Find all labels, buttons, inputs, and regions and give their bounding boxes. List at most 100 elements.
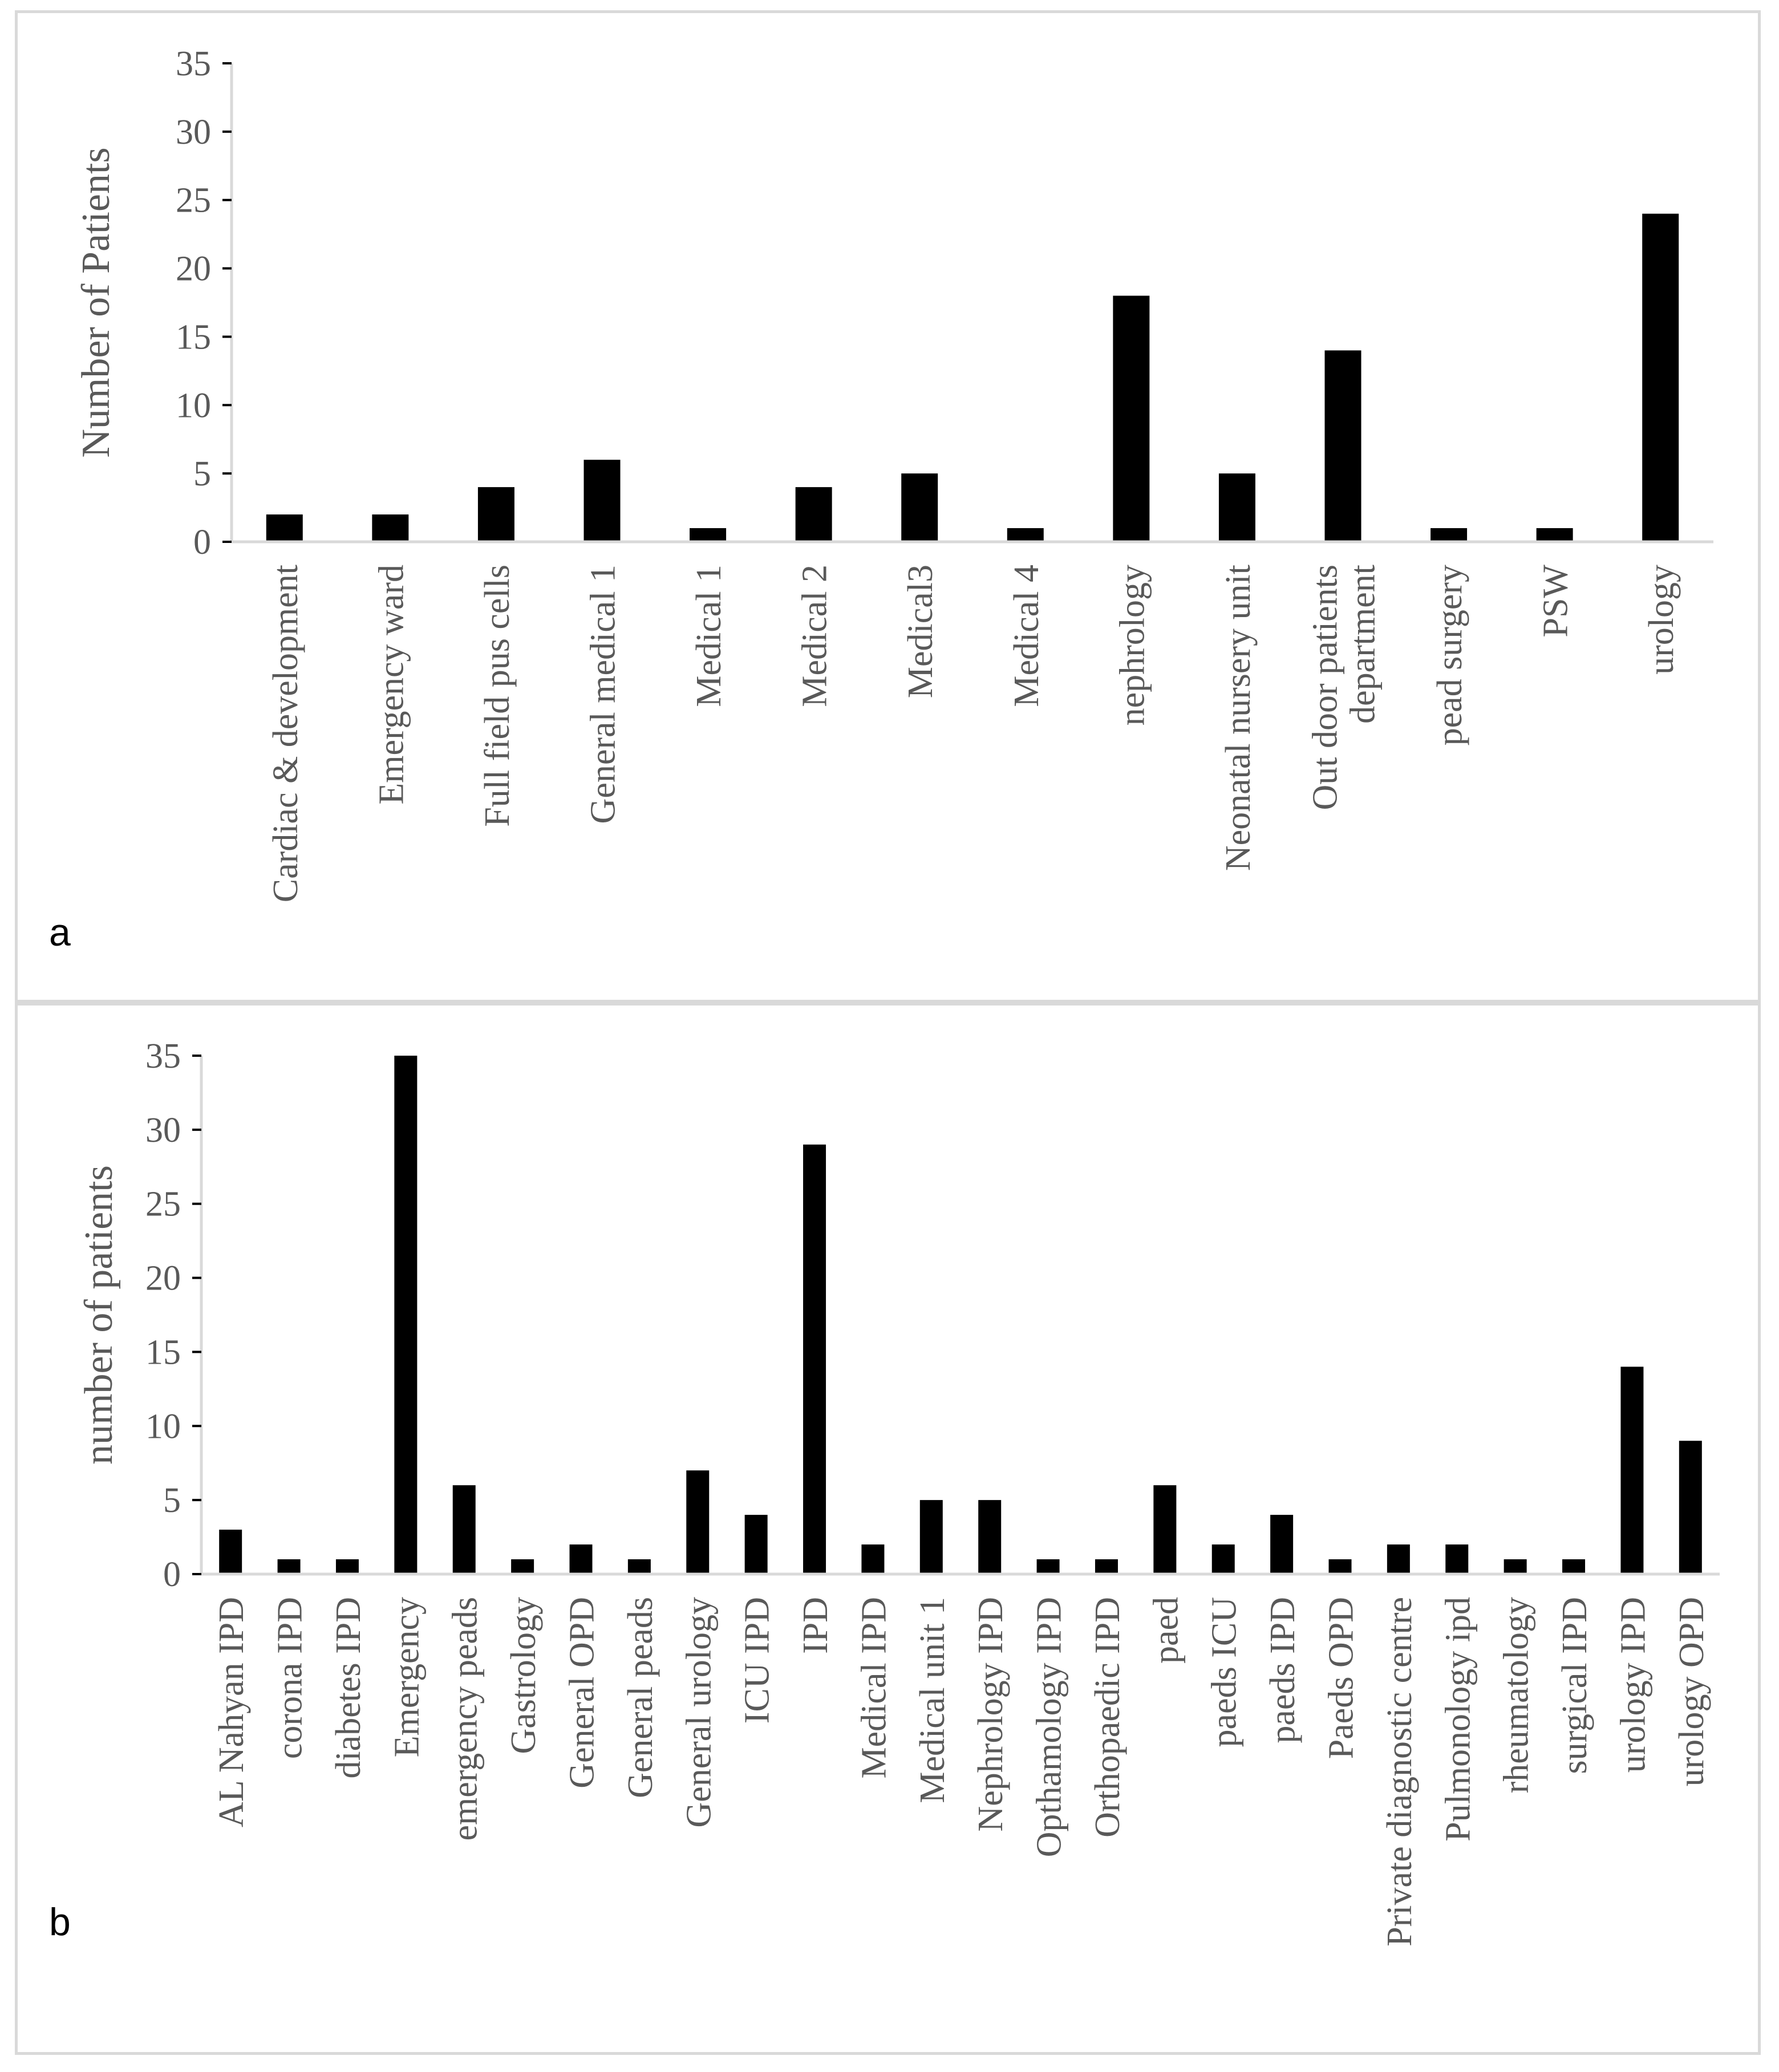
x-tick-label: Private diagnostic centre [1380,1597,1419,1947]
bar [569,1544,593,1574]
x-tick-label: Nephrology IPD [971,1597,1010,1832]
bar [690,528,727,542]
bar [1324,350,1361,542]
x-tick-label: emergency peads [446,1597,485,1841]
bar [372,514,409,542]
bar [744,1515,768,1574]
chart-panel-a: 0 5 10 15 20 25 30 35 Number of Patients Cardiac … [15,10,1761,1003]
x-tick-label: General urology [679,1597,718,1828]
bar [795,487,832,542]
bar [1095,1559,1118,1574]
bar [1445,1544,1469,1574]
x-tick-label: Gastrology [504,1597,543,1754]
bar [477,487,514,542]
x-tick-label: Emergency [387,1597,426,1757]
x-tick-label: General OPD [563,1597,602,1789]
x-tick-label: pead surgery [1431,565,1469,745]
y-tick-label: 35 [176,44,211,83]
y-tick-label: 15 [176,318,211,356]
bar [1036,1559,1060,1574]
x-tick-label: Emergency ward [372,565,411,805]
y-tick-label: 30 [176,113,211,152]
x-tick-label: urology IPD [1614,1597,1652,1773]
bar [452,1485,476,1574]
y-tick-label: 5 [163,1481,181,1520]
bar [1153,1485,1177,1574]
y-tick-label: 35 [145,1037,181,1076]
x-tick-label: Medical 1 [690,565,728,707]
x-tick-label: IPD [796,1597,835,1654]
x-tick-label: ICU IPD [738,1597,777,1724]
bar [803,1144,826,1574]
y-tick-label: 25 [145,1185,181,1224]
x-tick-label: rheumatology [1497,1597,1536,1793]
bar [1536,528,1573,542]
bar [266,514,303,542]
bar [219,1530,242,1574]
y-tick-label: 10 [145,1407,181,1446]
bar-chart-a: 0 5 10 15 20 25 30 35 Number of Patients Cardiac … [49,44,1713,954]
bar [1113,295,1150,542]
bar [1562,1559,1586,1574]
x-tick-label: paed [1146,1597,1185,1664]
bar [901,473,938,542]
bar [861,1544,885,1574]
bar [1387,1544,1410,1574]
x-tick-label: AL Nahyan IPD [212,1597,251,1827]
x-tick-label: Medical IPD [854,1597,893,1779]
bar [919,1500,943,1574]
panel-letter: b [49,1900,71,1944]
x-tick-label: Full field pus cells [478,565,517,827]
y-tick-label: 10 [176,386,211,425]
x-tick-label: PSW [1537,565,1575,638]
x-tick-label: diabetes IPD [329,1597,368,1779]
y-axis-title: Number of Patients [74,147,118,457]
bar [1642,213,1679,542]
bar [1504,1559,1527,1574]
chart-panel-b: 0 5 10 15 20 25 30 35 number of patients AL Nahya… [15,1003,1761,2055]
bar [277,1559,301,1574]
x-tick-label: Orthopaedic IPD [1088,1597,1127,1838]
x-tick-label: paeds IPD [1263,1597,1302,1743]
y-tick-label: 25 [176,181,211,220]
x-tick-label: Paeds OPD [1322,1597,1361,1759]
bar [335,1559,359,1574]
bar [686,1470,710,1574]
y-tick-label: 30 [145,1111,181,1150]
bar [511,1559,534,1574]
bar [1211,1544,1235,1574]
x-tick-label: General peads [621,1597,660,1798]
x-tick-label: General medical 1 [584,565,623,824]
y-axis-title: number of patients [77,1165,121,1465]
panel-letter: a [49,911,71,954]
x-tick-label: corona IPD [271,1597,310,1759]
x-tick-label: Medical3 [901,565,940,698]
bar-chart-b: 0 5 10 15 20 25 30 35 number of patients AL Nahya… [49,1037,1720,1947]
y-tick-label: 0 [193,523,211,562]
x-tick-label: surgical IPD [1555,1597,1594,1774]
bar [978,1500,1002,1574]
bar [627,1559,651,1574]
y-tick-label: 0 [163,1555,181,1594]
bar [1679,1441,1702,1574]
bar [1328,1559,1352,1574]
x-tick-label: Opthamology IPD [1030,1597,1069,1857]
bar [1270,1515,1294,1574]
x-tick-label: Pulmonology ipd [1438,1597,1477,1842]
bar [1007,528,1044,542]
x-tick-label: nephrology [1113,565,1152,725]
x-tick-label: urology [1642,565,1681,675]
bar [1218,473,1255,542]
x-tick-label: Medical unit 1 [913,1597,952,1803]
y-tick-label: 15 [145,1333,181,1372]
bar [1620,1367,1644,1574]
x-tick-label: paeds ICU [1205,1597,1244,1747]
x-tick-label: Cardiac & development [266,565,305,902]
bar [394,1056,418,1574]
bar [583,460,621,542]
x-tick-label: Medical 2 [796,565,834,707]
bar [1431,528,1468,542]
y-tick-label: 20 [176,250,211,289]
x-tick-label: urology OPD [1672,1597,1711,1786]
x-tick-label: Neonatal nursery unit [1219,565,1258,871]
